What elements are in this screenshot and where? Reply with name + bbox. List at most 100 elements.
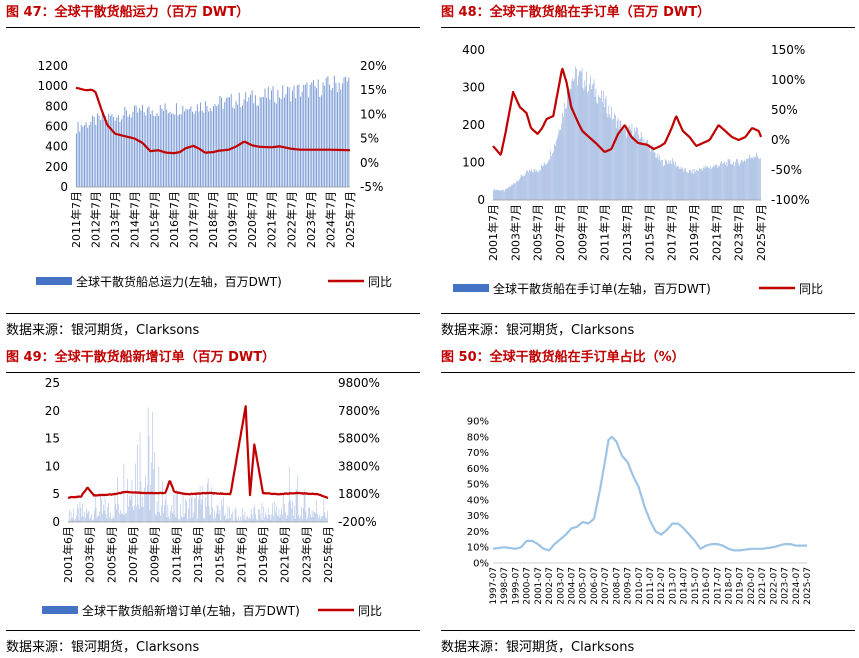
x-tick-label: 2011年6月 xyxy=(169,526,183,583)
bar xyxy=(207,483,208,522)
bar xyxy=(327,511,328,522)
chart-fig47: 020040060080010001200-5%0%5%10%15%20%201… xyxy=(6,28,420,308)
bar xyxy=(223,109,224,187)
bar xyxy=(243,515,244,522)
bar xyxy=(283,492,284,522)
bar xyxy=(230,518,231,522)
y-tick-label-right: 150% xyxy=(771,43,805,57)
y-tick-label-right: -5% xyxy=(360,180,383,194)
bar xyxy=(670,160,671,200)
x-tick-label: 2005年6月 xyxy=(104,526,118,583)
bar xyxy=(549,159,550,200)
bar xyxy=(259,510,260,522)
bar xyxy=(125,513,126,522)
bar xyxy=(302,92,303,187)
bar xyxy=(667,162,668,200)
bar xyxy=(306,512,307,522)
bar xyxy=(730,160,731,200)
bar xyxy=(274,102,275,187)
bar xyxy=(519,180,520,200)
bar xyxy=(684,168,685,200)
bar xyxy=(690,170,691,200)
bar xyxy=(605,99,606,200)
bar xyxy=(548,163,549,200)
bar xyxy=(111,114,112,187)
bar xyxy=(167,517,168,522)
x-tick-label: 1999-07 xyxy=(511,567,521,605)
x-tick-label: 2005年7月 xyxy=(531,204,545,261)
x-tick-label: 2015年7月 xyxy=(147,191,161,248)
bar xyxy=(614,113,615,200)
bar xyxy=(139,108,140,187)
bar xyxy=(573,81,574,200)
bar xyxy=(743,161,744,200)
bar xyxy=(666,160,667,200)
bar xyxy=(83,516,84,522)
bar xyxy=(99,115,100,187)
bar xyxy=(291,508,292,522)
bar xyxy=(76,133,77,187)
y-tick-label: 20% xyxy=(467,527,489,538)
bar xyxy=(699,168,700,200)
bar xyxy=(252,90,253,187)
bar xyxy=(542,166,543,200)
bar xyxy=(220,510,221,522)
bar xyxy=(584,90,585,200)
bar xyxy=(152,110,153,187)
bar xyxy=(648,144,649,200)
panel-fig50: 图 50：全球干散货船在手订单占比（%） 0% 10% 20% 30% 40% 50% 60… xyxy=(441,345,855,658)
bar xyxy=(733,162,734,200)
bar xyxy=(710,166,711,200)
bar xyxy=(545,164,546,200)
bar xyxy=(132,112,133,187)
bar xyxy=(128,117,129,187)
bar xyxy=(628,127,629,200)
chart-title: 图 49：全球干散货船新增订单（百万 DWT） xyxy=(6,345,275,371)
bar xyxy=(86,508,87,522)
bar xyxy=(119,513,120,522)
bar xyxy=(658,160,659,200)
bar xyxy=(273,86,274,187)
bar xyxy=(312,511,313,522)
bar xyxy=(301,507,302,522)
x-tick-label: 2025年7月 xyxy=(343,191,357,248)
bar xyxy=(321,516,322,522)
x-tick-label: 2009年6月 xyxy=(148,526,162,583)
bar xyxy=(715,165,716,200)
bar xyxy=(672,158,673,200)
bar xyxy=(729,159,730,200)
bar xyxy=(192,112,193,187)
bar xyxy=(210,108,211,187)
bar xyxy=(339,83,340,187)
x-tick-label: 2014年7月 xyxy=(128,191,142,248)
bar xyxy=(707,166,708,200)
bar xyxy=(249,516,250,522)
bar xyxy=(131,117,132,187)
bar xyxy=(138,504,139,522)
bar xyxy=(118,115,119,187)
bar xyxy=(231,94,232,187)
x-tick-label: 2007年7月 xyxy=(553,204,567,261)
bar xyxy=(543,166,544,200)
bar xyxy=(698,171,699,200)
bar xyxy=(754,156,755,200)
bar xyxy=(209,506,210,522)
bar xyxy=(137,113,138,187)
bar xyxy=(143,507,144,522)
bar xyxy=(183,493,184,522)
bar xyxy=(633,135,634,200)
bar xyxy=(281,508,282,522)
bar xyxy=(668,164,669,200)
bar xyxy=(142,105,143,187)
y-tick-label-left: 20 xyxy=(45,404,60,418)
bar xyxy=(728,159,729,200)
bar xyxy=(189,498,190,522)
bar xyxy=(229,508,230,522)
bar xyxy=(182,518,183,522)
bar xyxy=(95,125,96,187)
bar xyxy=(544,162,545,200)
panel-fig47: 图 47：全球干散货船运力（百万 DWT） 0 200 400 600 800 1000 1… xyxy=(6,0,420,340)
bar xyxy=(540,170,541,200)
bar xyxy=(335,83,336,187)
bar xyxy=(630,129,631,200)
